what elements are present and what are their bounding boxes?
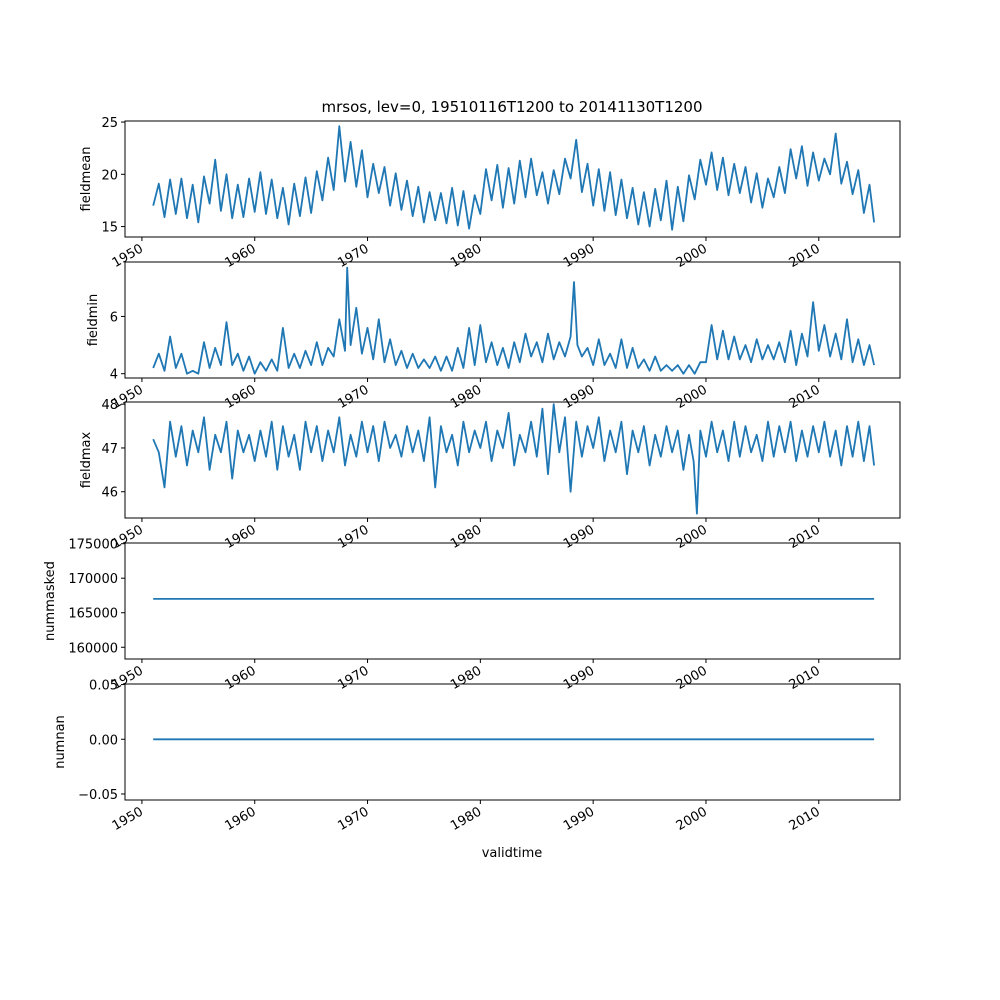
- y-tick-label: 165000: [68, 607, 118, 622]
- chart-title: mrsos, lev=0, 19510116T1200 to 20141130T…: [321, 98, 702, 116]
- y-tick-label: −0.05: [78, 788, 118, 803]
- y-tick-label: 4: [110, 368, 118, 383]
- series-line-fieldmean: [152, 125, 875, 231]
- y-tick-label: 20: [101, 168, 118, 183]
- y-axis-label: numnan: [53, 715, 68, 769]
- axes-frame: [124, 261, 901, 379]
- axes-frame: [124, 683, 901, 801]
- y-tick-label: 6: [110, 310, 118, 325]
- y-tick-label: 25: [101, 116, 118, 131]
- series-line-fieldmin: [152, 266, 875, 375]
- y-tick-label: 170000: [68, 572, 118, 587]
- y-axis-label: fieldmean: [79, 147, 94, 212]
- y-tick-label: 160000: [68, 641, 118, 656]
- y-tick-label: 47: [101, 442, 118, 457]
- y-tick-label: 15: [101, 221, 118, 236]
- y-tick-label: 175000: [68, 538, 118, 553]
- y-tick-label: 0.05: [89, 679, 118, 694]
- y-axis-label: fieldmin: [86, 294, 101, 347]
- y-tick-label: 46: [101, 486, 118, 501]
- x-axis-label: validtime: [482, 846, 543, 861]
- series-line-fieldmax: [152, 403, 875, 515]
- y-axis-label: fieldmax: [79, 432, 94, 489]
- axes-frame: [124, 120, 901, 238]
- y-tick-label: 48: [101, 398, 118, 413]
- y-tick-label: 0.00: [89, 733, 118, 748]
- axes-frame: [124, 401, 901, 519]
- y-axis-label: nummasked: [43, 561, 58, 641]
- axes-frame: [124, 542, 901, 660]
